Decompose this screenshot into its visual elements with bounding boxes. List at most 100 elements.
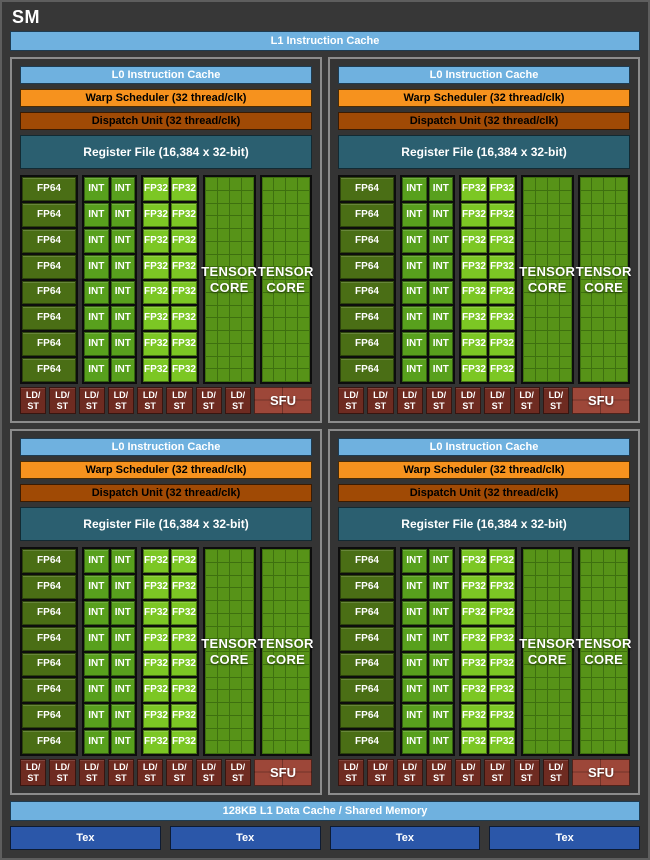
tensor-core-cell xyxy=(217,356,229,369)
ldst-unit: LD/ST xyxy=(166,387,193,414)
fp64-core: FP64 xyxy=(340,358,394,382)
tensor-core-cell xyxy=(559,703,571,715)
tensor-core-cell xyxy=(206,292,217,305)
tensor-core-cell xyxy=(524,588,535,600)
tensor-core-cell xyxy=(592,550,604,562)
tensor-core-cell xyxy=(604,550,616,562)
tensor-core-grid xyxy=(579,549,628,754)
fp64-core: FP64 xyxy=(22,358,76,382)
tensor-core-cell xyxy=(217,741,229,753)
fp32-core: FP32 xyxy=(171,254,197,279)
tensor-core-cell xyxy=(559,728,571,741)
int-core: INT xyxy=(110,177,135,201)
tensor-core-cell xyxy=(616,728,627,741)
int-core: INT xyxy=(402,574,427,599)
tensor-core-cell xyxy=(535,216,547,228)
int-core: INT xyxy=(84,652,109,677)
fp64-core: FP64 xyxy=(340,704,394,729)
tensor-core-cell xyxy=(262,216,274,228)
tensor-core-cell xyxy=(524,190,535,203)
tensor-core-cell xyxy=(262,664,274,677)
fp32-core: FP32 xyxy=(461,358,487,382)
ldst-unit: LD/ST xyxy=(542,759,569,786)
warp-scheduler-bar: Warp Scheduler (32 thread/clk) xyxy=(338,89,630,107)
tensor-core-cell xyxy=(298,639,309,651)
tensor-core-label: TENSOR CORE xyxy=(201,263,258,295)
tensor-core-label: TENSOR CORE xyxy=(201,635,258,667)
tensor-core-cell xyxy=(592,305,604,318)
fp32-core: FP32 xyxy=(171,280,197,305)
tensor-core-cell xyxy=(592,318,604,330)
tensor-core-cell xyxy=(274,280,286,292)
fp32-core: FP32 xyxy=(143,600,169,625)
fp32-core: FP32 xyxy=(171,332,197,357)
tensor-core-cell xyxy=(274,318,286,330)
tensor-core-cell xyxy=(286,280,298,292)
tensor-core-cell xyxy=(592,203,604,216)
tensor-core-cell xyxy=(241,190,253,203)
ldst-sfu-row: LD/ST LD/ST LD/ST LD/ST LD/ST LD/ST LD/ST LD/ST… xyxy=(338,387,630,414)
tensor-core-cell xyxy=(298,550,309,562)
tensor-core-cell xyxy=(274,652,286,664)
int-core: INT xyxy=(428,306,453,331)
tensor-core-cell xyxy=(592,690,604,702)
tensor-core-cell xyxy=(217,292,229,305)
int-core: INT xyxy=(402,202,427,227)
tensor-core-cell xyxy=(229,703,241,715)
tensor-core-cell xyxy=(535,575,547,588)
tensor-core-cell xyxy=(217,305,229,318)
tensor-core-cell xyxy=(604,715,616,728)
tensor-core-cell xyxy=(298,575,309,588)
tensor-core-cell xyxy=(547,639,559,651)
tensor-core-cell xyxy=(262,292,274,305)
fp64-core: FP64 xyxy=(340,332,394,357)
fp64-core: FP64 xyxy=(340,652,394,677)
fp32-core: FP32 xyxy=(143,678,169,703)
tensor-core-cell xyxy=(298,190,309,203)
tensor-core-cell xyxy=(559,601,571,613)
tensor-core-cell xyxy=(274,728,286,741)
tensor-core-cell xyxy=(206,715,217,728)
fp32-core: FP32 xyxy=(461,574,487,599)
tensor-core-cell xyxy=(274,626,286,639)
sfu-unit: SFU xyxy=(254,387,312,414)
tensor-core-cell xyxy=(241,254,253,267)
tensor-core-cell xyxy=(241,639,253,651)
tensor-core-cell xyxy=(604,626,616,639)
tensor-core-cell xyxy=(559,292,571,305)
tensor-core-cell xyxy=(524,318,535,330)
tensor-core-cell xyxy=(524,575,535,588)
tensor-core-cell xyxy=(262,550,274,562)
tensor-core-cell xyxy=(274,588,286,600)
tensor-core-cell xyxy=(592,715,604,728)
ldst-unit: LD/ST xyxy=(49,387,76,414)
tensor-core-cell xyxy=(580,652,592,664)
tensor-core-cell xyxy=(547,229,559,241)
int-core: INT xyxy=(84,549,109,573)
ldst-unit: LD/ST xyxy=(166,759,193,786)
tensor-core-cell xyxy=(580,203,592,216)
tensor-core-cell xyxy=(298,728,309,741)
tensor-core-cell xyxy=(547,216,559,228)
tensor-core-cell xyxy=(547,254,559,267)
tensor-core-cell xyxy=(262,343,274,356)
tensor-core-cell xyxy=(604,613,616,626)
tensor-core-cell xyxy=(298,267,309,279)
tensor-core-grid xyxy=(205,549,254,754)
fp64-core: FP64 xyxy=(22,549,76,573)
tensor-core-cell xyxy=(616,190,627,203)
tensor-core-cell xyxy=(217,715,229,728)
tex-row: Tex Tex Tex Tex xyxy=(10,826,640,850)
tensor-core-cell xyxy=(524,331,535,343)
fp64-core: FP64 xyxy=(340,177,394,201)
tensor-core-cell xyxy=(547,613,559,626)
tensor-core-cell xyxy=(241,241,253,254)
sm-sub-partition: L0 Instruction Cache Warp Scheduler (32 … xyxy=(10,429,322,795)
fp32-core: FP32 xyxy=(171,704,197,729)
int-core: INT xyxy=(84,177,109,201)
tensor-core-cell xyxy=(580,356,592,369)
int-core: INT xyxy=(110,202,135,227)
tensor-core-cell xyxy=(298,331,309,343)
fp32-core: FP32 xyxy=(461,254,487,279)
